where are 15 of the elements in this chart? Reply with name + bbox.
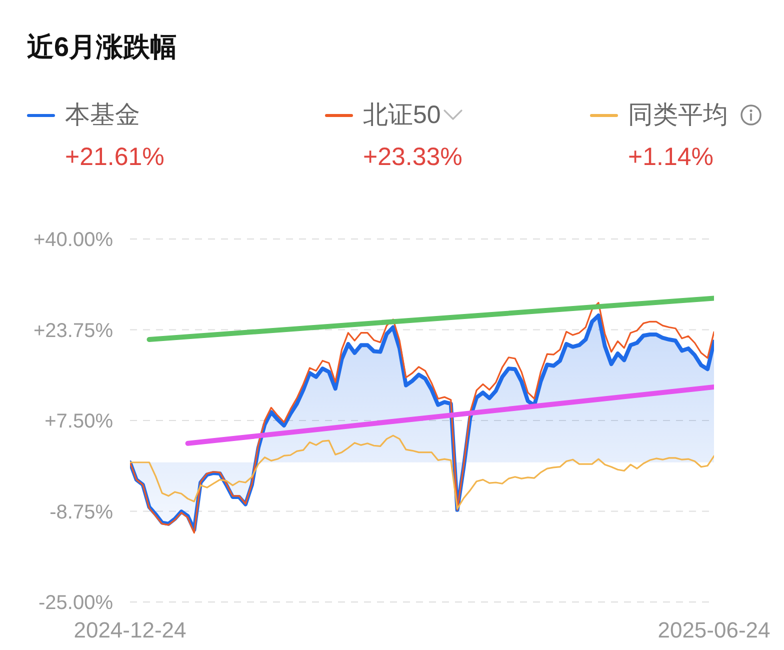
x-tick-label: 2024-12-24 — [74, 618, 186, 642]
y-tick-label: +40.00% — [33, 229, 114, 251]
legend-label: 同类平均 — [628, 101, 728, 129]
legend-label: 北证50 — [363, 101, 441, 129]
chart-title: 近6月涨跌幅 — [27, 32, 178, 62]
x-tick-label: 2025-06-24 — [658, 618, 770, 642]
text: +23.33% — [363, 143, 462, 171]
y-tick-label: +23.75% — [33, 320, 114, 342]
legend-label: 本基金 — [65, 101, 140, 129]
text: +21.61% — [65, 143, 164, 171]
y-tick-label: +7.50% — [44, 410, 114, 432]
line-series — [130, 434, 714, 510]
text: +1.14% — [628, 143, 714, 171]
y-tick-label: -8.75% — [50, 501, 114, 524]
y-tick-label: -25.00% — [38, 592, 114, 614]
